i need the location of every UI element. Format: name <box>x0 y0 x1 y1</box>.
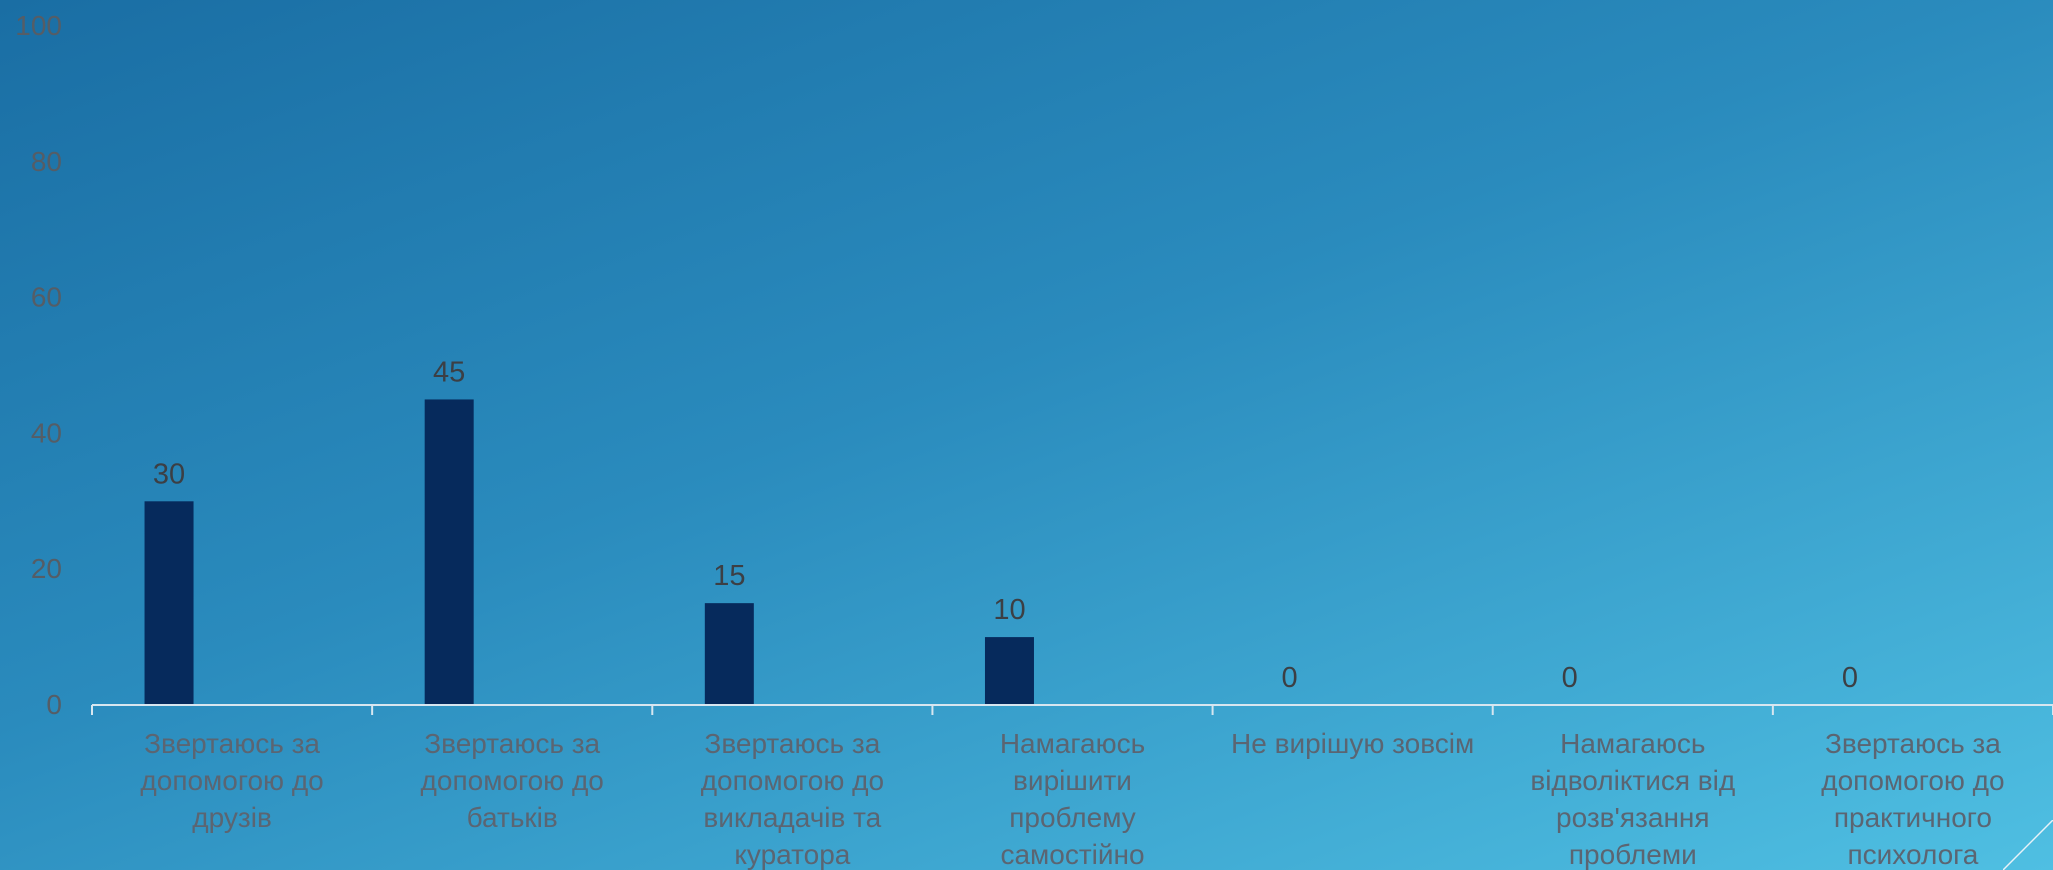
category-label-line: Звертаюсь за <box>1825 728 2001 759</box>
bars <box>144 399 1034 705</box>
y-tick-label: 20 <box>31 553 62 584</box>
y-tick-label: 100 <box>15 10 62 41</box>
category-label-line: Звертаюсь за <box>424 728 600 759</box>
data-label: 30 <box>153 458 185 490</box>
y-tick-label: 60 <box>31 282 62 313</box>
category-label-line: друзів <box>192 802 272 833</box>
bar <box>704 603 754 705</box>
y-tick-label: 0 <box>46 689 62 720</box>
category-label-line: практичного <box>1834 802 1992 833</box>
data-label: 0 <box>1282 662 1298 694</box>
y-tick-label: 80 <box>31 146 62 177</box>
y-tick-label: 40 <box>31 417 62 448</box>
category-label-line: проблеми <box>1569 839 1697 870</box>
bar <box>984 637 1034 705</box>
category-label-line: викладачів та <box>703 802 881 833</box>
category-label-line: психолога <box>1848 839 1979 870</box>
category-label-line: допомогою до <box>140 765 323 796</box>
x-axis <box>91 704 2053 715</box>
corner-decoration-icon <box>2003 820 2053 870</box>
category-label: Звертаюсь за допомогою до викладачів та кур… <box>701 728 884 870</box>
category-label-line: Звертаюсь за <box>144 728 320 759</box>
data-label: 45 <box>433 356 465 388</box>
category-label-line: розв'язання <box>1556 802 1710 833</box>
category-label-line: самостійно <box>1000 839 1144 870</box>
category-label-line: проблему <box>1009 802 1136 833</box>
category-label: Звертаюсь за допомогою до батьків <box>421 728 604 833</box>
bar <box>144 501 194 705</box>
category-label: Не вирішую зовсім <box>1231 728 1474 759</box>
category-label-line: допомогою до <box>1821 765 2004 796</box>
data-label: 0 <box>1562 662 1578 694</box>
data-label: 15 <box>713 560 745 592</box>
category-label-line: Намагаюсь <box>1000 728 1145 759</box>
category-label-line: Намагаюсь <box>1560 728 1705 759</box>
category-label-line: допомогою до <box>701 765 884 796</box>
data-label: 10 <box>993 594 1025 626</box>
category-label: Звертаюсь за допомогою до практичного психо… <box>1821 728 2004 870</box>
category-label: Намагаюсь вирішити проблему самостійно <box>1000 728 1145 870</box>
bar <box>424 399 474 705</box>
category-label-line: батьків <box>467 802 558 833</box>
data-label: 0 <box>1842 662 1858 694</box>
data-labels: 30 45 15 10 0 0 0 <box>153 356 1858 694</box>
category-label-line: Не вирішую зовсім <box>1231 728 1474 759</box>
category-label-line: відволіктися від <box>1530 765 1735 796</box>
category-label: Намагаюсь відволіктися від розв'язання проб… <box>1530 728 1735 870</box>
category-labels: Звертаюсь за допомогою до друзівЗвертаюсь … <box>140 728 2004 870</box>
category-label-line: вирішити <box>1013 765 1132 796</box>
category-label-line: Звертаюсь за <box>704 728 880 759</box>
category-label-line: допомогою до <box>421 765 604 796</box>
category-label: Звертаюсь за допомогою до друзів <box>140 728 323 833</box>
category-label-line: куратора <box>734 839 850 870</box>
y-axis-ticks: 0 20 40 60 80 100 <box>15 10 62 720</box>
